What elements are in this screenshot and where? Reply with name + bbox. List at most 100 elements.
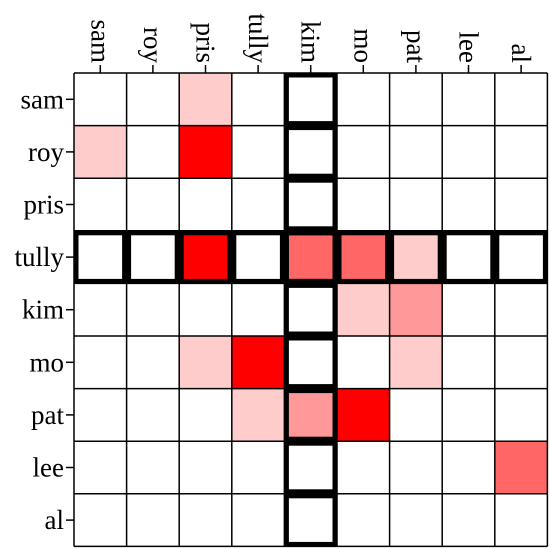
column-label-lee: lee: [454, 32, 484, 63]
cell-mo-tully: [231, 336, 285, 389]
cell-sam-tully: [231, 73, 285, 126]
highlight-column-cell-pat: [283, 388, 338, 442]
cell-mo-pris: [179, 336, 232, 389]
cell-pat-sam: [74, 388, 127, 442]
cell-mo-sam: [74, 336, 127, 389]
highlight-column-cell-sam: [283, 72, 338, 127]
cell-kim-roy: [126, 283, 180, 336]
cell-mo-al: [494, 336, 548, 389]
row-label-roy: roy: [28, 137, 64, 167]
highlight-row-cell-sam: [73, 230, 128, 284]
cell-lee-roy: [126, 441, 180, 494]
cell-mo-roy: [126, 336, 180, 389]
column-label-al: al: [506, 44, 536, 64]
cell-pat-pat: [389, 388, 443, 442]
highlight-row-cell-mo: [336, 230, 391, 284]
cell-kim-mo: [337, 283, 390, 336]
column-label-kim: kim: [296, 21, 326, 63]
cell-roy-lee: [442, 125, 495, 179]
row-label-pris: pris: [24, 190, 65, 220]
cell-al-mo: [337, 493, 390, 547]
cell-kim-pat: [389, 283, 443, 336]
column-label-sam: sam: [85, 20, 115, 64]
highlight-column-cell-lee: [283, 440, 338, 495]
cell-tully-tully: [231, 230, 285, 284]
highlight-column-cell-tully: [283, 230, 338, 284]
cell-sam-al: [494, 73, 548, 126]
cell-kim-pris: [179, 283, 232, 336]
cell-sam-sam: [74, 73, 127, 126]
cell-sam-mo: [337, 73, 390, 126]
cell-pat-roy: [126, 388, 180, 442]
column-label-pris: pris: [191, 23, 221, 64]
cell-tully-lee: [442, 230, 495, 284]
cell-roy-pat: [389, 125, 443, 179]
cell-pris-sam: [74, 178, 127, 231]
cell-lee-pat: [389, 441, 443, 494]
cell-kim-sam: [74, 283, 127, 336]
cell-lee-tully: [231, 441, 285, 494]
cell-tully-al: [494, 230, 548, 284]
cell-al-pat: [389, 493, 443, 547]
cell-al-tully: [231, 493, 285, 547]
cell-tully-roy: [126, 230, 180, 284]
cell-sam-lee: [442, 73, 495, 126]
cell-pris-kim: [284, 178, 337, 231]
cell-pris-pat: [389, 178, 443, 231]
cell-al-pris: [179, 493, 232, 547]
row-label-al: al: [45, 505, 65, 535]
cell-roy-pris: [179, 125, 232, 179]
cell-mo-mo: [337, 336, 390, 389]
row-label-tully: tully: [14, 242, 64, 272]
cell-sam-pris: [179, 73, 232, 126]
cell-pris-tully: [231, 178, 285, 231]
highlight-row-cell-al: [494, 230, 548, 284]
row-label-mo: mo: [29, 347, 64, 377]
cell-al-lee: [442, 493, 495, 547]
row-label-lee: lee: [33, 453, 64, 483]
cell-tully-sam: [74, 230, 127, 284]
cell-mo-kim: [284, 336, 337, 389]
highlight-row-cell-lee: [441, 230, 496, 284]
cell-pat-al: [494, 388, 548, 442]
cell-pat-tully: [231, 388, 285, 442]
cell-sam-roy: [126, 73, 180, 126]
highlight-column-cell-mo: [283, 335, 338, 390]
cell-lee-sam: [74, 441, 127, 494]
column-label-tully: tully: [243, 13, 273, 63]
cell-lee-kim: [284, 441, 337, 494]
cell-kim-tully: [231, 283, 285, 336]
cell-kim-al: [494, 283, 548, 336]
cell-lee-mo: [337, 441, 390, 494]
cell-pris-mo: [337, 178, 390, 231]
cell-tully-pat: [389, 230, 443, 284]
column-label-mo: mo: [348, 28, 378, 63]
cell-lee-pris: [179, 441, 232, 494]
cell-tully-pris: [179, 230, 232, 284]
cell-roy-kim: [284, 125, 337, 179]
cell-pris-pris: [179, 178, 232, 231]
cell-roy-roy: [126, 125, 180, 179]
highlight-column-cell-pris: [283, 177, 338, 232]
cell-pris-lee: [442, 178, 495, 231]
highlight-column-cell-al: [283, 493, 338, 547]
column-label-roy: roy: [138, 27, 168, 63]
cell-pris-al: [494, 178, 548, 231]
cell-pat-mo: [337, 388, 390, 442]
cell-kim-kim: [284, 283, 337, 336]
cell-roy-mo: [337, 125, 390, 179]
cell-mo-pat: [389, 336, 443, 389]
cell-al-kim: [284, 493, 337, 547]
cell-al-roy: [126, 493, 180, 547]
highlight-column-cell-kim: [283, 282, 338, 337]
cell-al-al: [494, 493, 548, 547]
cell-roy-al: [494, 125, 548, 179]
row-label-sam: sam: [21, 84, 65, 114]
cell-pat-lee: [442, 388, 495, 442]
cell-al-sam: [74, 493, 127, 547]
highlight-row-cell-roy: [126, 230, 180, 284]
cell-tully-kim: [284, 230, 337, 284]
row-label-pat: pat: [31, 400, 64, 430]
cell-pat-pris: [179, 388, 232, 442]
